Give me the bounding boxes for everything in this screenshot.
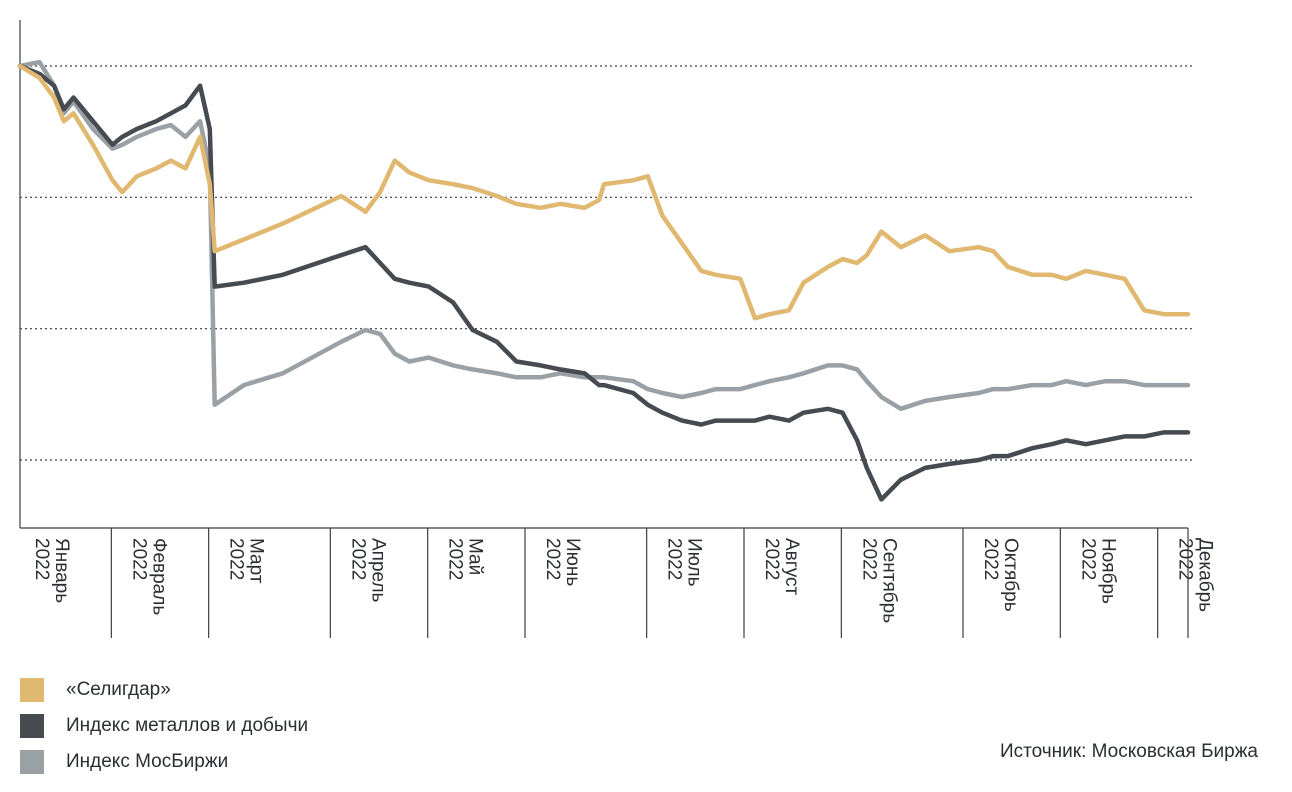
month-year-3: 2022 — [347, 538, 368, 580]
month-year-10: 2022 — [1077, 538, 1098, 580]
month-year-4: 2022 — [445, 538, 466, 580]
month-name-0: Январь — [51, 538, 72, 603]
month-name-6: Июль — [684, 538, 705, 587]
source-note: Источник: Московская Биржа — [999, 741, 1258, 762]
month-year-2: 2022 — [226, 538, 247, 580]
legend-swatch-moex-index — [20, 750, 44, 774]
month-year-6: 2022 — [664, 538, 685, 580]
legend-swatch-metals-index — [20, 714, 44, 738]
month-name-4: Май — [465, 538, 486, 575]
month-year-8: 2022 — [858, 538, 879, 580]
month-name-9: Октябрь — [1000, 538, 1021, 612]
month-year-5: 2022 — [542, 538, 563, 580]
legend: «Селигдар» Индекс металлов и добычи Инде… — [20, 672, 308, 780]
month-year-9: 2022 — [980, 538, 1001, 580]
series-line-0 — [17, 63, 1191, 321]
month-name-2: Март — [246, 538, 267, 584]
month-name-11: Декабрь — [1195, 538, 1216, 612]
legend-item-metals-index: Индекс металлов и добычи — [20, 708, 308, 744]
month-year-7: 2022 — [761, 538, 782, 580]
month-name-10: Ноябрь — [1097, 538, 1118, 604]
series-line-2 — [17, 59, 1191, 412]
axes — [19, 20, 1189, 638]
series-lines — [17, 59, 1191, 502]
month-name-7: Август — [781, 538, 802, 595]
month-name-5: Июнь — [562, 538, 583, 586]
legend-label-moex-index: Индекс МосБиржи — [66, 751, 229, 772]
legend-item-moex-index: Индекс МосБиржи — [20, 744, 308, 780]
month-year-1: 2022 — [128, 538, 149, 580]
legend-swatch-seligdar — [20, 678, 44, 702]
legend-label-seligdar: «Селигдар» — [66, 679, 171, 700]
month-year-11: 2022 — [1175, 538, 1196, 580]
month-name-3: Апрель — [367, 538, 388, 603]
month-name-1: Февраль — [148, 538, 169, 615]
month-year-0: 2022 — [31, 538, 52, 580]
legend-label-metals-index: Индекс металлов и добычи — [66, 715, 309, 736]
series-line-1 — [17, 63, 1191, 502]
legend-item-seligdar: «Селигдар» — [20, 672, 308, 708]
month-name-8: Сентябрь — [878, 538, 899, 623]
